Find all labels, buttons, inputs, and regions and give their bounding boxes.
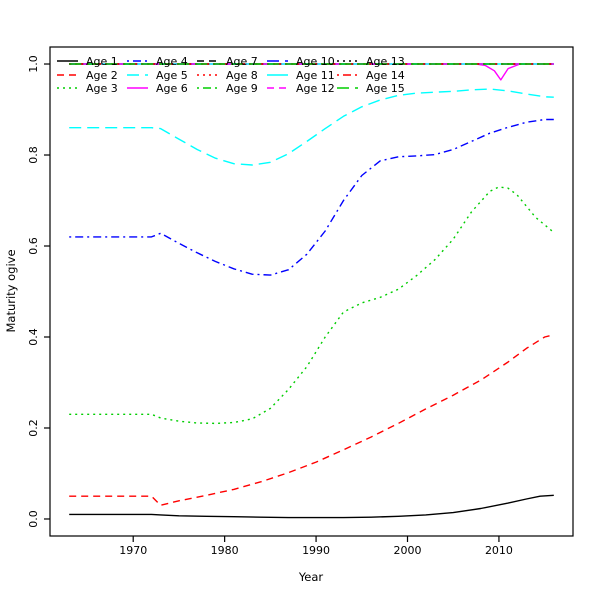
legend-label: Age 12 (296, 82, 335, 95)
series-line-age-3 (69, 186, 555, 425)
legend-label: Age 6 (156, 82, 188, 95)
legend-item: Age 1 (57, 55, 118, 68)
x-tick-label: 2000 (394, 544, 422, 557)
series-line-age-2 (69, 334, 554, 506)
legend-item: Age 6 (127, 82, 188, 95)
x-tick-label: 1990 (302, 544, 330, 557)
legend-item: Age 12 (267, 82, 335, 95)
legend-label: Age 10 (296, 55, 335, 68)
legend-label: Age 7 (226, 55, 258, 68)
legend-label: Age 2 (86, 69, 118, 82)
legend-label: Age 4 (156, 55, 188, 68)
y-tick-label: 0.6 (27, 237, 40, 255)
x-tick-label: 1980 (211, 544, 239, 557)
x-axis-title: Year (298, 570, 324, 584)
legend-item: Age 14 (337, 69, 405, 82)
y-tick-label: 1.0 (27, 55, 40, 73)
legend-item: Age 10 (267, 55, 335, 68)
legend-item: Age 5 (127, 69, 188, 82)
y-tick-label: 0.2 (27, 419, 40, 437)
legend-item: Age 13 (337, 55, 405, 68)
legend-item: Age 9 (197, 82, 258, 95)
legend-label: Age 9 (226, 82, 258, 95)
y-tick-label: 0.4 (27, 328, 40, 346)
series-line-age-5 (69, 88, 554, 166)
plot-box (49, 46, 574, 537)
y-axis: 0.0 0.2 0.4 0.6 0.8 1.0 (27, 55, 50, 528)
legend-label: Age 3 (86, 82, 118, 95)
series-line-age-4 (69, 118, 554, 276)
legend-label: Age 15 (366, 82, 405, 95)
y-tick-label: 0.8 (27, 146, 40, 164)
x-axis: 1970 1980 1990 2000 2010 (119, 536, 513, 557)
legend-item: Age 7 (197, 55, 258, 68)
x-tick-label: 1970 (119, 544, 147, 557)
legend-item: Age 4 (127, 55, 188, 68)
legend-item: Age 3 (57, 82, 118, 95)
y-axis-title: Maturity ogive (4, 249, 18, 332)
legend-label: Age 13 (366, 55, 405, 68)
legend-label: Age 14 (366, 69, 405, 82)
legend-item: Age 8 (197, 69, 258, 82)
x-tick-label: 2010 (485, 544, 513, 557)
legend-label: Age 11 (296, 69, 335, 82)
legend-item: Age 2 (57, 69, 118, 82)
legend-label: Age 1 (86, 55, 118, 68)
legend-label: Age 5 (156, 69, 188, 82)
series-line-age-1 (69, 494, 554, 519)
series-lines (69, 63, 555, 519)
legend-label: Age 8 (226, 69, 258, 82)
legend-item: Age 11 (267, 69, 335, 82)
legend-item: Age 15 (337, 82, 405, 95)
y-tick-label: 0.0 (27, 510, 40, 528)
